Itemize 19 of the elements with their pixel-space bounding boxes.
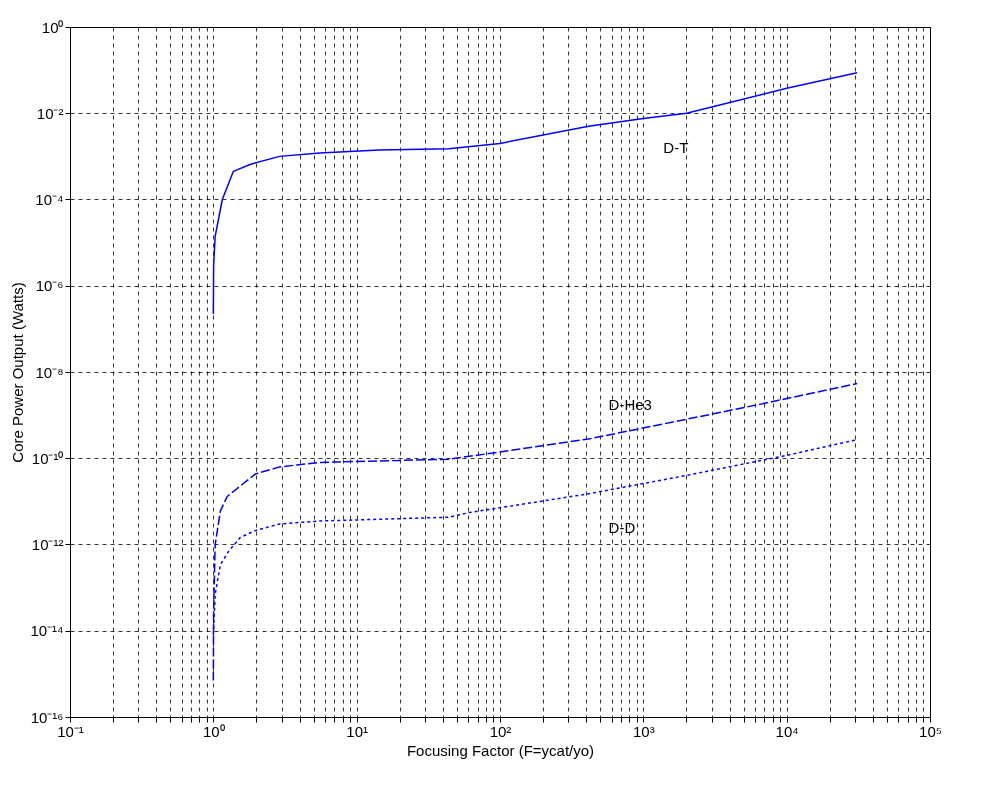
y-tick-label: 10⁻¹⁴ (30, 622, 64, 640)
x-tick-label: 10² (489, 722, 512, 740)
y-axis-title: Core Power Output (Watts) (9, 282, 27, 463)
series-label: D-T (663, 139, 689, 157)
y-tick-label: 10⁻¹⁰ (31, 449, 64, 467)
x-axis-title: Focusing Factor (F=ycat/yo) (406, 741, 595, 759)
y-tick-label: 10⁻¹² (31, 536, 64, 553)
y-tick-label: 10⁻⁶ (35, 277, 64, 295)
y-tick-label: 10⁻⁸ (35, 363, 64, 381)
x-tick-label: 10¹ (346, 722, 369, 740)
x-tick-label: 10⁵ (919, 722, 942, 740)
series-label: D-He3 (608, 395, 652, 413)
series-label: D-D (608, 518, 636, 536)
y-tick-label: 10⁻⁴ (35, 191, 64, 208)
y-tick-label: 10⁰ (41, 18, 64, 36)
x-tick-label: 10⁴ (775, 722, 799, 740)
y-tick-label: 10⁻² (36, 104, 64, 122)
x-tick-label: 10⁰ (202, 722, 225, 740)
x-tick-label: 10³ (632, 722, 655, 740)
